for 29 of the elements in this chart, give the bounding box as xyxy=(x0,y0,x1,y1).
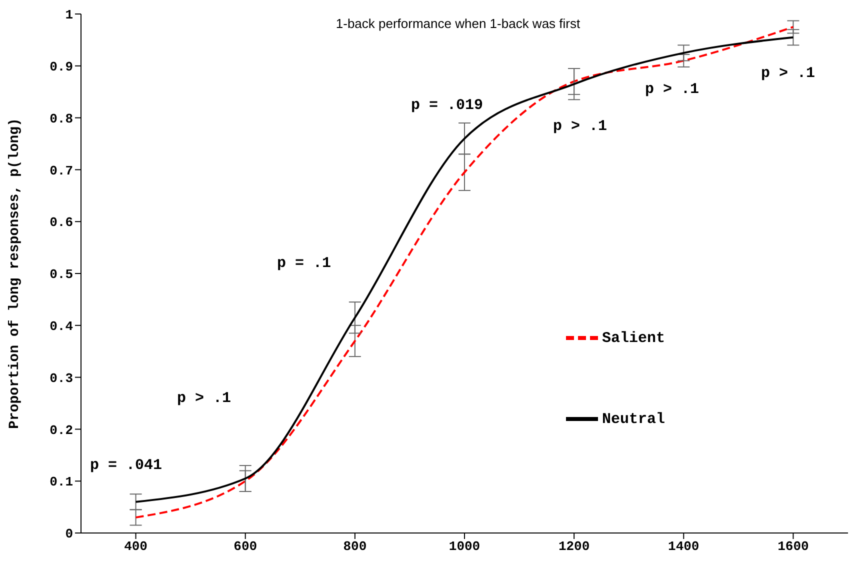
annotation: p = .019 xyxy=(411,97,484,114)
x-tick-label: 1400 xyxy=(668,539,700,554)
annotation: p > .1 xyxy=(553,118,608,135)
y-tick-label: 0.2 xyxy=(50,422,74,438)
chart-title: 1-back performance when 1-back was first xyxy=(336,16,580,31)
legend-label: Neutral xyxy=(602,411,666,428)
y-tick-label: 1 xyxy=(65,8,74,23)
x-tick-label: 800 xyxy=(343,539,367,554)
y-tick-label: 0 xyxy=(65,526,74,542)
y-tick-label: 0.9 xyxy=(50,60,74,75)
legend-label: Salient xyxy=(602,330,666,347)
y-tick-label: 0.5 xyxy=(50,267,74,282)
y-tick-label: 0.7 xyxy=(50,163,73,178)
x-tick-label: 600 xyxy=(234,539,258,554)
x-tick-label: 1600 xyxy=(778,539,810,554)
annotation: p = .041 xyxy=(90,457,162,474)
y-tick-label: 0.6 xyxy=(50,215,74,230)
annotation: p > .1 xyxy=(177,390,232,407)
annotation: p = .1 xyxy=(277,255,332,272)
x-tick-label: 400 xyxy=(124,539,148,554)
annotation: p > .1 xyxy=(645,81,700,98)
x-tick-label: 1200 xyxy=(558,539,590,554)
y-tick-label: 0.8 xyxy=(50,111,74,126)
y-tick-label: 0.1 xyxy=(50,474,74,490)
annotation: p > .1 xyxy=(761,65,816,82)
y-tick-label: 0.4 xyxy=(50,319,74,334)
y-axis-title: Proportion of long responses, p(long) xyxy=(6,118,23,429)
x-tick-label: 1000 xyxy=(448,539,480,554)
y-tick-label: 0.3 xyxy=(50,370,74,386)
